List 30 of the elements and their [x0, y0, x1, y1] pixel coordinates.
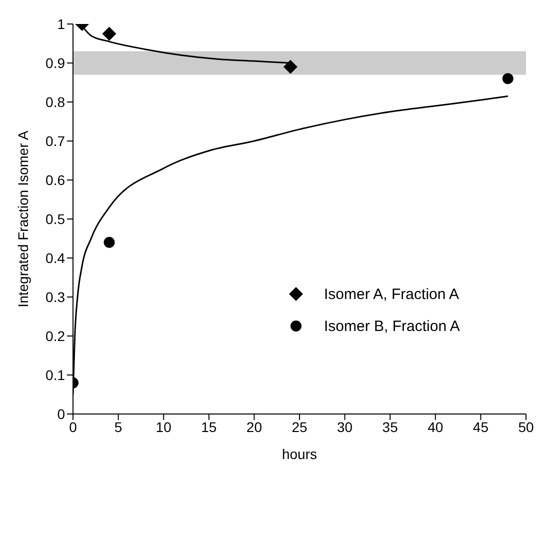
- y-tick-label: 0.5: [46, 210, 66, 227]
- y-tick-label: 0.7: [46, 132, 66, 149]
- x-tick-label: 20: [246, 418, 262, 435]
- legend-label: Isomer A, Fraction A: [324, 286, 460, 302]
- y-tick-label: 0: [57, 406, 66, 422]
- point: [104, 236, 115, 248]
- point: [502, 73, 514, 84]
- x-tick-label: 30: [337, 418, 353, 435]
- x-tick-label: 35: [382, 418, 398, 435]
- x-tick-label: 5: [114, 418, 122, 435]
- x-tick-label: 10: [156, 418, 172, 435]
- y-tick-label: 0.8: [46, 94, 66, 110]
- x-tick-label: 25: [292, 418, 308, 435]
- y-tick-label: 0.6: [46, 172, 66, 188]
- x-tick-label: 40: [428, 418, 444, 435]
- legend-label: Isomer B, Fraction A: [324, 318, 460, 334]
- x-tick-label: 0: [69, 418, 78, 435]
- y-tick-label: 1: [57, 16, 66, 32]
- x-tick-label: 45: [472, 418, 489, 435]
- y-tick-label: 0.9: [46, 54, 66, 71]
- point: [102, 26, 116, 41]
- point: [283, 60, 298, 74]
- x-axis-title: hours: [282, 446, 318, 462]
- y-tick-label: 0.2: [46, 328, 66, 344]
- y-tick-label: 0.1: [46, 366, 66, 383]
- x-tick-label: 15: [201, 418, 217, 435]
- y-tick-label: 0.4: [46, 250, 66, 266]
- y-axis-title: Integrated Fraction Isomer A: [14, 130, 31, 308]
- x-tick-label: 50: [518, 418, 534, 435]
- y-tick-label: 0.3: [46, 288, 66, 305]
